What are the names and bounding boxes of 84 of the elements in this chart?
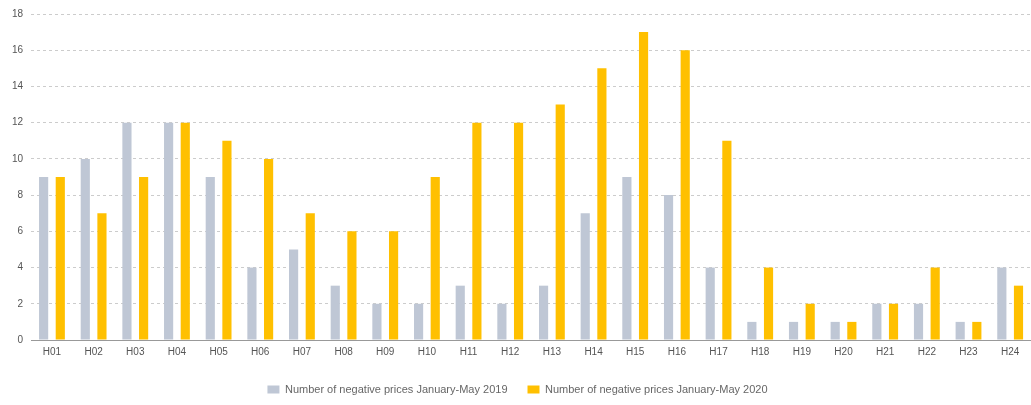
x-tick-label: H02 (84, 345, 104, 357)
bar (289, 249, 299, 340)
bar (747, 321, 757, 340)
x-tick-label: H24 (1000, 345, 1020, 357)
bar (830, 321, 840, 340)
bar (538, 285, 549, 340)
bar (930, 267, 940, 340)
x-tick-label: H08 (334, 345, 354, 357)
bar (347, 231, 357, 340)
bar (122, 122, 132, 340)
bar (580, 213, 590, 340)
x-tick-label: H05 (209, 345, 229, 357)
bar (80, 158, 90, 340)
x-tick-label: H21 (876, 345, 895, 357)
bar (139, 177, 149, 340)
bar (597, 68, 607, 340)
bar (847, 321, 857, 340)
y-tick-label: 16 (12, 43, 24, 55)
bar (222, 140, 232, 340)
x-tick-label: H13 (542, 345, 562, 357)
bar (55, 177, 65, 340)
bar (497, 303, 507, 340)
bar (680, 50, 690, 340)
bar (513, 122, 524, 340)
x-tick-label: H09 (376, 345, 395, 357)
bar (389, 231, 399, 340)
y-tick-label: 10 (12, 152, 24, 164)
bar (972, 321, 982, 340)
x-tick-label: H23 (959, 345, 979, 357)
x-tick-label: H06 (251, 345, 270, 357)
x-tick-label: H03 (126, 345, 145, 357)
legend-label: Number of negative prices January-May 2019 (284, 382, 508, 395)
bar (705, 267, 715, 340)
bar (722, 140, 732, 340)
x-tick-label: H15 (626, 345, 645, 357)
x-tick-label: H20 (834, 345, 854, 357)
bar (872, 303, 882, 340)
bar (205, 177, 215, 340)
y-tick-label: 12 (12, 116, 24, 128)
x-tick-label: H07 (292, 345, 312, 357)
bar (180, 122, 190, 340)
bar (305, 213, 315, 340)
bar (638, 32, 649, 340)
bar (330, 285, 340, 340)
bar (455, 285, 465, 340)
y-tick-label: 0 (17, 333, 24, 345)
y-tick-label: 4 (17, 261, 24, 273)
bar (622, 177, 632, 340)
y-tick-label: 2 (17, 297, 24, 309)
x-tick-label: H10 (417, 345, 437, 357)
x-tick-label: H22 (917, 345, 937, 357)
x-tick-label: H16 (667, 345, 687, 357)
legend-label: Number of negative prices January-May 2020 (545, 382, 768, 395)
bar (164, 122, 174, 340)
bar (888, 303, 899, 340)
y-tick-label: 6 (17, 225, 24, 237)
x-tick-label: H12 (501, 345, 520, 357)
bar (788, 321, 799, 340)
x-tick-label: H19 (792, 345, 812, 357)
x-tick-label: H11 (459, 345, 478, 357)
bar (413, 303, 424, 340)
bar (472, 122, 482, 340)
bar (997, 267, 1007, 340)
bar (247, 267, 257, 340)
x-tick-label: H18 (751, 345, 770, 357)
bar (430, 177, 440, 340)
bar (663, 195, 674, 340)
bar (264, 158, 274, 340)
bar (39, 177, 49, 340)
x-tick-label: H04 (167, 345, 187, 357)
bar (97, 213, 107, 340)
bar (805, 303, 815, 340)
y-tick-label: 18 (12, 7, 24, 19)
bar (372, 303, 382, 340)
bar (763, 267, 774, 340)
x-tick-label: H14 (584, 345, 604, 357)
bar (913, 303, 924, 340)
bar (955, 321, 965, 340)
x-tick-label: H17 (709, 345, 729, 357)
x-tick-label: H01 (42, 345, 62, 357)
bar (1013, 285, 1024, 340)
bar (555, 104, 565, 340)
y-tick-label: 8 (17, 188, 24, 200)
y-tick-label: 14 (12, 80, 24, 92)
